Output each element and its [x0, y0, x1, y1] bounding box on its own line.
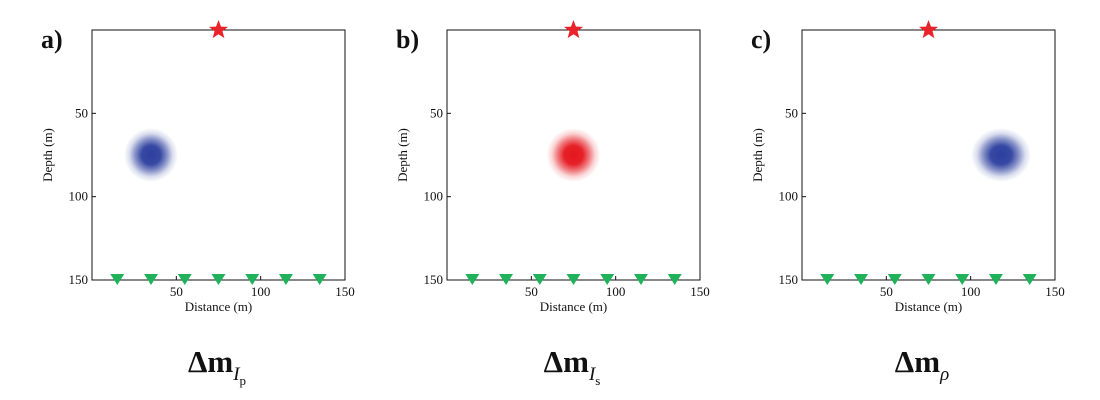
y-axis-label: Depth (m): [40, 128, 55, 182]
x-axis-label: Distance (m): [540, 299, 608, 314]
panel-caption: Δmρ: [895, 344, 949, 385]
receiver-marker: [600, 274, 615, 285]
y-tick-label: 100: [69, 189, 89, 204]
y-tick-label: 150: [424, 272, 444, 287]
x-tick-label: 50: [170, 284, 183, 299]
x-tick-label: 50: [880, 284, 893, 299]
x-tick-label: 100: [606, 284, 626, 299]
receiver-marker: [110, 274, 125, 285]
receiver-marker: [854, 274, 869, 285]
y-axis-label: Depth (m): [395, 128, 410, 182]
panel-c: 50 100 150 50 100 150 Distance (m) Depth (m) c) Δ…: [750, 20, 1065, 385]
receiver-marker: [955, 274, 970, 285]
receiver-marker: [921, 274, 936, 285]
receiver-marker: [144, 274, 159, 285]
x-tick-label: 50: [525, 284, 538, 299]
receiver-marker: [820, 274, 835, 285]
receiver-marker: [988, 274, 1003, 285]
x-tick-label: 100: [961, 284, 981, 299]
receiver-marker: [312, 274, 327, 285]
receiver-marker: [177, 274, 192, 285]
x-axis-label: Distance (m): [185, 299, 253, 314]
source-star-marker: [918, 20, 939, 39]
x-tick-label: 150: [335, 284, 355, 299]
x-tick-label: 150: [690, 284, 710, 299]
panel-letter: b): [396, 25, 419, 54]
y-tick-label: 100: [779, 189, 799, 204]
anomaly-blob: [546, 128, 601, 182]
receiver-marker: [278, 274, 293, 285]
y-tick-label: 150: [779, 272, 799, 287]
panel-letter: c): [751, 25, 771, 54]
panel-letter: a): [41, 25, 63, 54]
receiver-marker: [667, 274, 682, 285]
receiver-marker: [211, 274, 226, 285]
panel-caption: ΔmIp: [188, 344, 246, 388]
x-tick-label: 100: [251, 284, 271, 299]
receiver-marker: [633, 274, 648, 285]
receiver-marker: [1022, 274, 1037, 285]
source-star-marker: [563, 20, 584, 39]
panel-caption: ΔmIs: [544, 344, 601, 388]
panels: 50 100 150 50 100 150 Distance (m) Depth (m) a) Δ…: [40, 20, 1065, 388]
y-tick-label: 100: [424, 189, 444, 204]
receiver-marker: [245, 274, 260, 285]
receiver-marker: [532, 274, 547, 285]
y-axis-label: Depth (m): [750, 128, 765, 182]
panel-a: 50 100 150 50 100 150 Distance (m) Depth (m) a) Δ…: [40, 20, 355, 388]
x-tick-label: 150: [1045, 284, 1065, 299]
anomaly-blob: [124, 128, 179, 182]
panel-b: 50 100 150 50 100 150 Distance (m) Depth (m) b) Δ…: [395, 20, 710, 388]
y-tick-label: 50: [785, 105, 798, 120]
y-tick-label: 50: [430, 105, 443, 120]
receiver-marker: [887, 274, 902, 285]
receiver-marker: [566, 274, 581, 285]
receiver-marker: [465, 274, 480, 285]
x-axis-label: Distance (m): [895, 299, 963, 314]
anomaly-blob: [971, 128, 1032, 182]
y-tick-label: 50: [75, 105, 88, 120]
source-star-marker: [208, 20, 229, 39]
receiver-marker: [499, 274, 514, 285]
y-tick-label: 150: [69, 272, 89, 287]
